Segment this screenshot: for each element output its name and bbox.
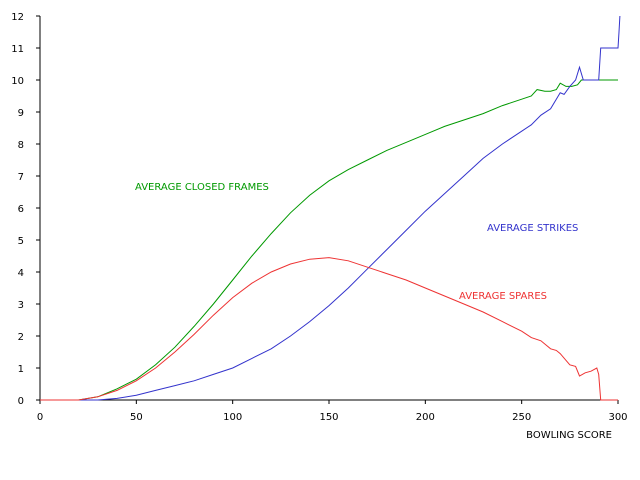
y-tick-label: 2 (18, 332, 24, 343)
series-label-closed-frames: AVERAGE CLOSED FRAMES (135, 182, 269, 193)
y-tick-label: 4 (18, 268, 24, 279)
x-tick-label: 250 (512, 412, 531, 423)
x-tick-label: 150 (319, 412, 338, 423)
y-tick-label: 6 (18, 204, 24, 215)
y-tick-label: 8 (18, 140, 24, 151)
x-tick-label: 50 (130, 412, 143, 423)
x-axis-label: BOWLING SCORE (526, 430, 612, 441)
x-tick-label: 0 (37, 412, 43, 423)
y-tick-label: 3 (18, 300, 24, 311)
series-label-spares: AVERAGE SPARES (459, 291, 547, 302)
y-tick-label: 5 (18, 236, 24, 247)
y-tick-label: 1 (18, 364, 24, 375)
y-tick-label: 12 (11, 12, 24, 23)
x-tick-label: 300 (608, 412, 627, 423)
series-line-average-spares (40, 258, 618, 400)
x-tick-label: 200 (416, 412, 435, 423)
y-tick-label: 0 (18, 396, 24, 407)
y-tick-label: 7 (18, 172, 24, 183)
series-line-average-strikes (40, 16, 620, 400)
series-layer (40, 16, 620, 400)
y-tick-label: 10 (11, 76, 24, 87)
x-tick-label: 100 (223, 412, 242, 423)
series-line-average-closed-frames (40, 80, 618, 400)
y-tick-label: 9 (18, 108, 24, 119)
y-tick-label: 11 (11, 44, 24, 55)
series-label-strikes: AVERAGE STRIKES (487, 223, 578, 234)
